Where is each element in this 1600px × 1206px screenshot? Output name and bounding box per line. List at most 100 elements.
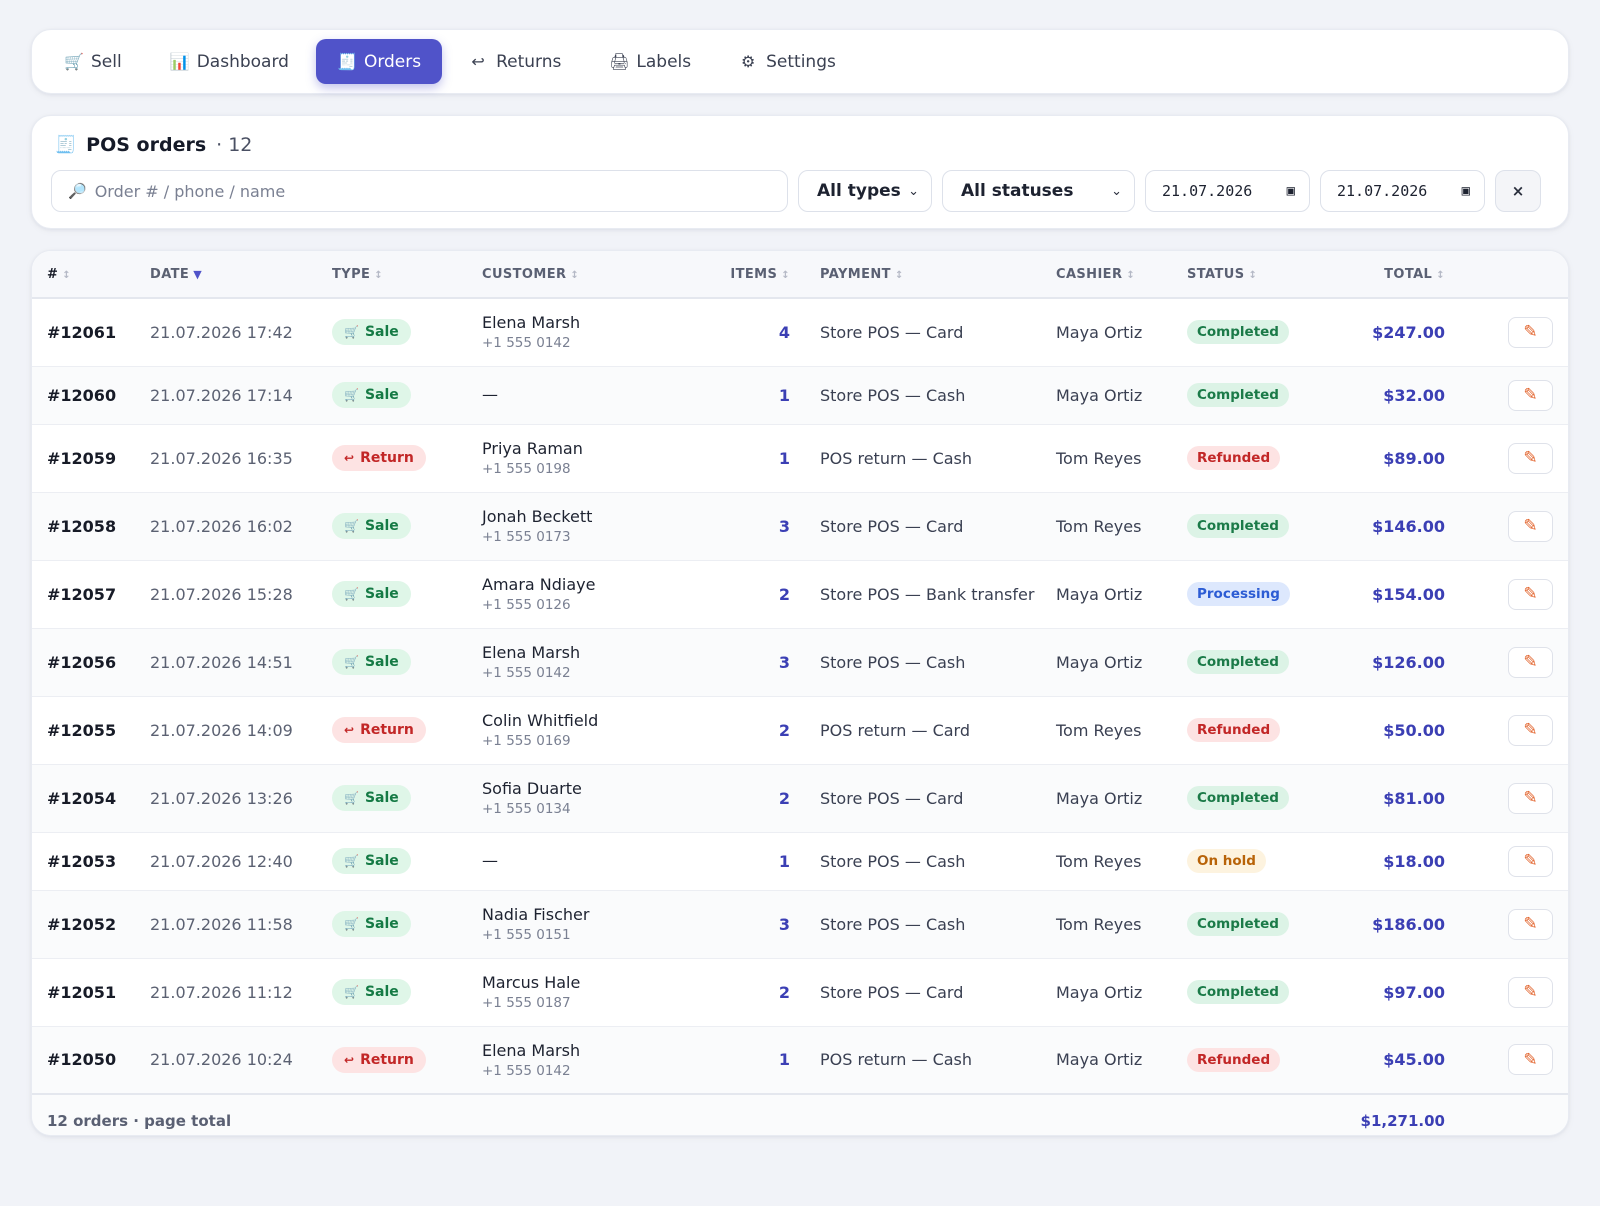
edit-button[interactable]: ✎ [1508, 646, 1553, 678]
type-badge: ↩ Return [332, 717, 426, 743]
cart-icon: 🛒 [344, 655, 359, 669]
edit-button[interactable]: ✎ [1508, 782, 1553, 814]
order-id[interactable]: #12060 [32, 366, 150, 425]
col-header-date[interactable]: DATE ▼ [150, 251, 332, 299]
tab-dashboard[interactable]: 📊 Dashboard [149, 39, 310, 84]
table-row[interactable]: #12056 21.07.2026 14:51 🛒 Sale Elena Mar… [32, 628, 1568, 697]
table-row[interactable]: #12058 21.07.2026 16:02 🛒 Sale Jonah Bec… [32, 492, 1568, 561]
table-header-row: # ↕ DATE ▼ TYPE ↕ CUSTOMER ↕ ITEMS ↕ PAYMENT ↕… [32, 251, 1568, 299]
pencil-icon: ✎ [1523, 982, 1538, 1002]
order-id[interactable]: #12054 [32, 764, 150, 833]
order-id[interactable]: #12058 [32, 492, 150, 561]
edit-button[interactable]: ✎ [1508, 510, 1553, 542]
edit-button[interactable]: ✎ [1508, 714, 1553, 746]
order-id[interactable]: #12061 [32, 298, 150, 367]
pencil-icon: ✎ [1523, 385, 1538, 405]
actions-cell: ✎ [1445, 560, 1568, 629]
table-row[interactable]: #12054 21.07.2026 13:26 🛒 Sale Sofia Dua… [32, 764, 1568, 833]
edit-button[interactable]: ✎ [1508, 316, 1553, 348]
type-badge: 🛒 Sale [332, 513, 411, 539]
search-input[interactable]: 🔎 Order # / phone / name [51, 170, 788, 212]
date-from-input[interactable]: 21.07.2026 ▣ [1145, 170, 1310, 212]
payment-method: Store POS — Card [790, 958, 1056, 1027]
close-icon: × [1511, 182, 1525, 200]
status-badge: Refunded [1187, 1047, 1281, 1072]
order-id[interactable]: #12053 [32, 832, 150, 891]
col-header-items[interactable]: ITEMS ↕ [692, 251, 790, 299]
col-header-customer[interactable]: CUSTOMER ↕ [482, 251, 692, 299]
status-cell: Refunded [1187, 1026, 1327, 1095]
order-id[interactable]: #12052 [32, 890, 150, 959]
status-badge: Refunded [1187, 446, 1281, 470]
top-nav: 🛒 Sell 📊 Dashboard 🧾 Orders ↩ Returns 🖨 Labels ⚙ Se… [31, 29, 1569, 94]
sort-icon: ↕ [1436, 269, 1445, 281]
tab-returns[interactable]: ↩ Returns [448, 39, 582, 84]
tab-sell[interactable]: 🛒 Sell [43, 39, 143, 84]
customer-cell: Jonah Beckett +1 555 0173 [482, 492, 692, 561]
date-to-input[interactable]: 21.07.2026 ▣ [1320, 170, 1485, 212]
col-header-type[interactable]: TYPE ↕ [332, 251, 482, 299]
items-cell: 1 [692, 366, 790, 425]
type-label: Sale [364, 916, 399, 932]
edit-button[interactable]: ✎ [1508, 845, 1553, 877]
col-header-cashier[interactable]: CASHIER ↕ [1056, 251, 1187, 299]
customer-phone: +1 555 0187 [482, 995, 571, 1011]
customer-phone: +1 555 0169 [482, 733, 571, 749]
status-select[interactable]: All statuses ⌄ [942, 170, 1135, 212]
edit-button[interactable]: ✎ [1508, 442, 1553, 474]
type-label: Sale [364, 853, 399, 869]
table-row[interactable]: #12052 21.07.2026 11:58 🛒 Sale Nadia Fis… [32, 890, 1568, 959]
order-id[interactable]: #12056 [32, 628, 150, 697]
items-cell: 1 [692, 832, 790, 891]
table-row[interactable]: #12061 21.07.2026 17:42 🛒 Sale Elena Mar… [32, 298, 1568, 367]
customer-cell: Elena Marsh +1 555 0142 [482, 628, 692, 697]
order-id[interactable]: #12057 [32, 560, 150, 629]
table-row[interactable]: #12053 21.07.2026 12:40 🛒 Sale — 1 Store… [32, 832, 1568, 891]
edit-button[interactable]: ✎ [1508, 908, 1553, 940]
clear-filters-button[interactable]: × [1495, 170, 1541, 212]
table-row[interactable]: #12050 21.07.2026 10:24 ↩ Return Elena M… [32, 1026, 1568, 1095]
edit-button[interactable]: ✎ [1508, 379, 1553, 411]
col-header-total[interactable]: TOTAL ↕ [1327, 251, 1445, 299]
order-total: $186.00 [1372, 914, 1445, 934]
pencil-icon: ✎ [1523, 851, 1538, 871]
page-total: $1,271.00 [1327, 1093, 1445, 1135]
calendar-icon[interactable]: ▣ [1461, 183, 1470, 199]
col-header-status[interactable]: STATUS ↕ [1187, 251, 1327, 299]
order-id[interactable]: #12050 [32, 1026, 150, 1095]
col-header-payment[interactable]: PAYMENT ↕ [790, 251, 1056, 299]
items-count: 2 [778, 720, 790, 740]
status-badge: On hold [1187, 849, 1266, 873]
edit-button[interactable]: ✎ [1508, 976, 1553, 1008]
order-id[interactable]: #12051 [32, 958, 150, 1027]
tab-orders[interactable]: 🧾 Orders [315, 39, 443, 84]
order-id[interactable]: #12055 [32, 696, 150, 765]
return-arrow-icon: ↩ [344, 723, 355, 737]
table-row[interactable]: #12060 21.07.2026 17:14 🛒 Sale — 1 Store… [32, 366, 1568, 425]
calendar-icon[interactable]: ▣ [1286, 183, 1295, 199]
pencil-icon: ✎ [1523, 516, 1538, 536]
cart-icon: 🛒 [344, 587, 359, 601]
items-count: 3 [778, 914, 790, 934]
edit-button[interactable]: ✎ [1508, 578, 1553, 610]
col-header-id[interactable]: # ↕ [32, 251, 150, 299]
customer-name: Colin Whitfield [482, 711, 599, 730]
tab-label: Settings [766, 51, 836, 72]
items-count: 2 [778, 982, 790, 1002]
table-row[interactable]: #12055 21.07.2026 14:09 ↩ Return Colin W… [32, 696, 1568, 765]
tab-settings[interactable]: ⚙ Settings [718, 39, 857, 84]
edit-button[interactable]: ✎ [1508, 1044, 1553, 1076]
actions-cell: ✎ [1445, 832, 1568, 891]
payment-method: Store POS — Cash [790, 832, 1056, 891]
col-header-actions [1445, 251, 1568, 299]
status-cell: Refunded [1187, 424, 1327, 493]
table-row[interactable]: #12059 21.07.2026 16:35 ↩ Return Priya R… [32, 424, 1568, 493]
table-row[interactable]: #12057 21.07.2026 15:28 🛒 Sale Amara Ndi… [32, 560, 1568, 629]
order-id[interactable]: #12059 [32, 424, 150, 493]
type-select[interactable]: All types ⌄ [798, 170, 932, 212]
status-badge: Processing [1187, 582, 1290, 606]
order-count: · 12 [216, 134, 253, 156]
table-row[interactable]: #12051 21.07.2026 11:12 🛒 Sale Marcus Ha… [32, 958, 1568, 1027]
cart-icon: 🛒 [344, 917, 359, 931]
tab-labels[interactable]: 🖨 Labels [588, 39, 712, 84]
